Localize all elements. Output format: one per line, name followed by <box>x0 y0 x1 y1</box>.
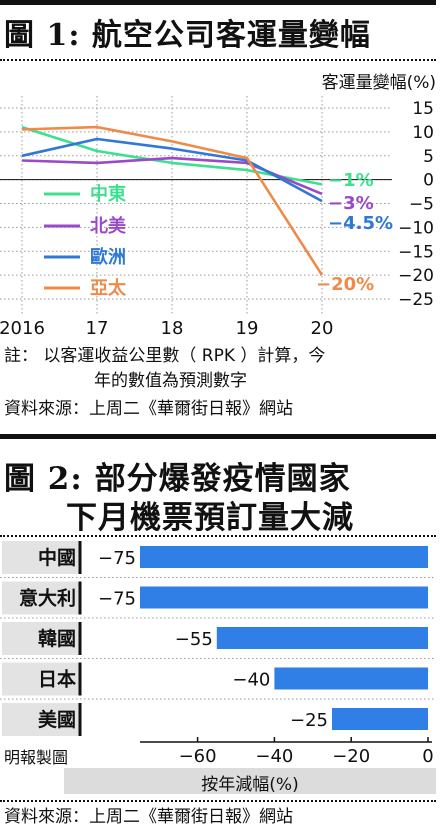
legend-label: 亞太 <box>90 277 127 299</box>
figure2-source: 資料來源：上周二《華爾街日報》網站 <box>4 807 293 827</box>
x-tick-label: −60 <box>179 746 217 766</box>
x-tick-label: −40 <box>255 746 293 766</box>
y-tick-label: 10 <box>412 123 434 143</box>
y-tick-label: 5 <box>423 147 434 167</box>
figure1-label: 圖 1: <box>4 18 81 53</box>
series-line <box>21 125 324 276</box>
y-tick-label: 0 <box>423 171 434 191</box>
category-label-box <box>2 703 80 736</box>
x-tick-label: 17 <box>86 318 109 339</box>
category-label: 韓國 <box>38 627 76 650</box>
bar-value-label: −55 <box>175 629 213 650</box>
x-tick-label: 0 <box>422 746 433 766</box>
figure1-heading: 圖 1: 航空公司客運量變幅 <box>4 10 371 54</box>
category-label-box <box>2 662 80 696</box>
figure2-bottom-divider <box>0 800 436 802</box>
figure1-note-line1: 註： 以客運收益公里數（ RPK ）計算，今 <box>4 346 326 366</box>
legend-label: 中東 <box>90 183 126 205</box>
legend-label: 北美 <box>90 215 126 237</box>
figure2-label: 圖 2: <box>4 461 83 497</box>
category-label: 中國 <box>38 546 76 569</box>
category-label: 意大利 <box>19 587 76 610</box>
category-label: 美國 <box>38 708 76 731</box>
figure1-unit-label: 客運量變幅(%) <box>321 73 436 93</box>
legend-label: 歐洲 <box>90 246 126 268</box>
figure1-note-line2: 年的數值為預測數字 <box>94 371 247 391</box>
bar <box>274 667 428 690</box>
bar <box>332 708 428 730</box>
middle-rule <box>0 434 436 439</box>
bar-value-label: −75 <box>98 589 136 610</box>
y-tick-label: −15 <box>398 242 434 262</box>
bar-value-label: −75 <box>98 548 136 569</box>
category-label: 日本 <box>38 668 76 691</box>
x-tick-label: −20 <box>332 746 370 766</box>
series-end-label: −4.5% <box>328 213 393 234</box>
figure1-title: 航空公司客運量變幅 <box>91 18 371 53</box>
x-tick-label: 19 <box>236 318 259 339</box>
bar-value-label: −40 <box>232 670 270 691</box>
figure2-divider <box>0 535 436 537</box>
bar <box>140 586 428 609</box>
x-axis-title-band <box>64 768 436 794</box>
figure1-source: 資料來源：上周二《華爾街日報》網站 <box>4 399 293 419</box>
figure2-heading-line1: 圖 2: 部分爆發疫情國家 <box>4 453 351 498</box>
series-end-label: −1% <box>328 170 374 191</box>
series-line <box>21 137 323 203</box>
figure2-title-line2: 下月機票預訂量大減 <box>66 500 354 536</box>
category-label-box <box>2 541 80 574</box>
series-end-label: −3% <box>328 193 374 214</box>
bar-chart: 中國 −75 意大利 −75 韓國 −55 日本 −40 美國 −25 −60 −40 −20 0 <box>0 541 436 766</box>
y-tick-label: −25 <box>398 290 434 310</box>
x-axis-title: 按年減幅(%) <box>201 775 299 795</box>
y-tick-label: −5 <box>409 195 434 215</box>
category-label-box <box>2 581 80 615</box>
x-tick-label: 18 <box>161 318 184 339</box>
line-chart: 15 10 5 0 −5 −10 −15 −20 −25 2016 17 18 19 20 −1%−3%−4… <box>0 96 434 339</box>
figure2-title-line1: 部分爆發疫情國家 <box>94 461 351 497</box>
y-tick-label: −10 <box>398 218 434 238</box>
y-tick-label: 15 <box>412 99 434 119</box>
y-tick-label: −20 <box>398 266 434 286</box>
top-rule <box>0 0 436 5</box>
category-label-box <box>2 622 80 655</box>
x-tick-label: 2016 <box>0 318 45 339</box>
x-tick-label: 20 <box>311 318 334 339</box>
figure1-divider <box>0 59 436 61</box>
bar-value-label: −25 <box>290 710 328 731</box>
figure2-credit: 明報製圖 <box>4 748 69 767</box>
series-end-label: −20% <box>316 274 374 295</box>
bar <box>140 546 428 568</box>
bar <box>216 627 428 649</box>
